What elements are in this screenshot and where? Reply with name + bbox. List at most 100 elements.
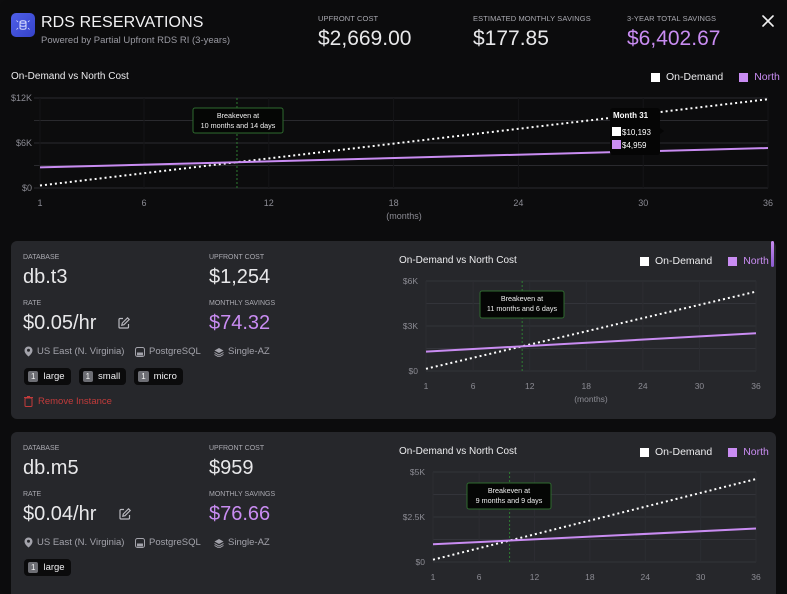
storage-icon (135, 346, 145, 357)
y-tick-label: $12K (11, 93, 32, 103)
engine-text: PostgreSQL (149, 537, 201, 548)
north-swatch (739, 72, 749, 82)
stat-label: ESTIMATED MONTHLY SAVINGS (473, 14, 591, 23)
x-tick-label: 18 (389, 198, 399, 208)
app-title: RDS RESERVATIONS (41, 14, 204, 31)
x-tick-label: 6 (141, 198, 146, 208)
savings-value: $76.66 (209, 503, 271, 525)
rate-value: $0.04/hr (23, 503, 97, 525)
stat-monthly-savings: ESTIMATED MONTHLY SAVINGS $177.85 (473, 14, 591, 51)
stat-total-savings: 3-YEAR TOTAL SAVINGS $6,402.67 (627, 14, 720, 51)
breakeven-tooltip (479, 290, 565, 319)
tooltip-north-swatch (612, 140, 621, 149)
breakeven-label: 10 months and 14 days (201, 121, 276, 130)
size-tag: 1 micro (134, 368, 183, 385)
engine-meta: PostgreSQL (135, 346, 201, 357)
tooltip-north-value: $4,959 (622, 141, 647, 150)
stat-upfront-cost: UPFRONT COST $2,669.00 (318, 14, 411, 51)
main-chart-legend: On-Demand North (651, 71, 780, 83)
y-tick-label: $6K (403, 276, 418, 286)
instance-size-tags: 1 large (24, 559, 71, 576)
close-icon (762, 15, 774, 27)
database-label: DATABASE (23, 254, 60, 261)
layers-icon (214, 347, 224, 357)
scrollbar-thumb[interactable] (771, 241, 774, 267)
breakeven-tooltip (192, 107, 284, 134)
instance-card: DATABASE db.t3 UPFRONT COST $1,254 RATE … (11, 241, 776, 419)
edit-rate-button[interactable] (118, 507, 132, 526)
x-tick-label: 6 (471, 381, 476, 391)
x-tick-label: 12 (525, 381, 535, 391)
stat-value: $2,669.00 (318, 27, 412, 50)
size-tag: 1 large (24, 368, 71, 385)
deployment-text: Single-AZ (228, 346, 270, 357)
savings-label: MONTHLY SAVINGS (209, 491, 276, 498)
size-count: 1 (138, 371, 149, 382)
size-name: large (43, 371, 65, 382)
on-demand-swatch (640, 256, 649, 266)
card-2-chart[interactable]: $0 $2.5K $5K 1 6 12 18 24 30 36 Breakeven at9 mont… (0, 462, 787, 594)
size-name: small (98, 371, 121, 382)
breakeven-label: Breakeven at (488, 486, 530, 495)
on-demand-swatch (651, 72, 660, 82)
database-value: db.t3 (23, 266, 68, 288)
legend-north: North (743, 446, 769, 458)
x-tick-label: 1 (424, 381, 429, 391)
card-chart-legend: On-Demand North (640, 446, 769, 458)
size-name: micro (153, 371, 177, 382)
remove-instance-button[interactable]: Remove Instance (24, 396, 112, 407)
y-tick-label: $0 (22, 183, 32, 193)
storage-icon (135, 537, 145, 548)
x-tick-label: 12 (264, 198, 274, 208)
card-chart-legend: On-Demand North (640, 255, 769, 267)
tooltip-caret (660, 128, 664, 134)
y-tick-label: $2.5K (403, 512, 426, 522)
y-tick-label: $6K (16, 138, 32, 148)
card-1-chart[interactable]: $0 $3K $6K 1 6 12 18 24 30 36 (months) Breakeven at… (0, 270, 787, 415)
size-count: 1 (28, 371, 39, 382)
legend-on-demand: On-Demand (655, 446, 713, 458)
upfront-label: UPFRONT COST (209, 445, 265, 452)
main-chart[interactable]: $0 $6K $12K 1 6 12 18 24 30 36 (months) Breakeven a… (0, 88, 787, 225)
region-text: US East (N. Virginia) (37, 537, 125, 548)
savings-label: MONTHLY SAVINGS (209, 300, 276, 307)
stat-value: $177.85 (473, 27, 549, 50)
region-meta: US East (N. Virginia) (24, 346, 124, 357)
engine-meta: PostgreSQL (135, 537, 201, 548)
card-chart-title: On-Demand vs North Cost (399, 255, 517, 266)
series-north-line (425, 332, 757, 353)
y-tick-label: $0 (416, 557, 426, 567)
breakeven-label: 9 months and 9 days (476, 496, 543, 505)
region-meta: US East (N. Virginia) (24, 537, 124, 548)
series-on-demand-line (432, 478, 757, 561)
x-tick-label: 12 (530, 572, 540, 582)
x-tick-label: 24 (638, 381, 648, 391)
rate-value: $0.05/hr (23, 312, 97, 334)
rate-label: RATE (23, 300, 42, 307)
legend-north: North (743, 255, 769, 267)
deployment-meta: Single-AZ (214, 537, 270, 548)
tooltip-on-demand-value: $10,193 (622, 128, 651, 137)
x-tick-label: 30 (695, 381, 705, 391)
tooltip-on-demand-swatch (612, 127, 621, 136)
size-tag: 1 large (24, 559, 71, 576)
x-tick-label: 24 (513, 198, 523, 208)
modal-header: RDS RESERVATIONS Powered by Partial Upfr… (0, 0, 787, 60)
edit-icon (119, 507, 132, 520)
size-count: 1 (82, 371, 94, 382)
upfront-label: UPFRONT COST (209, 254, 265, 261)
rate-label: RATE (23, 491, 42, 498)
x-tick-label: 18 (582, 381, 592, 391)
north-swatch (728, 256, 738, 266)
hover-tooltip (610, 108, 660, 155)
x-axis-label: (months) (386, 211, 422, 221)
x-tick-label: 18 (585, 572, 595, 582)
savings-value: $74.32 (209, 312, 271, 334)
edit-rate-button[interactable] (117, 316, 131, 335)
x-tick-label: 36 (751, 572, 761, 582)
stat-label: 3-YEAR TOTAL SAVINGS (627, 14, 717, 23)
breakeven-label: Breakeven at (501, 294, 543, 303)
legend-on-demand: On-Demand (655, 255, 713, 267)
location-pin-icon (24, 537, 33, 548)
close-button[interactable] (759, 12, 777, 30)
